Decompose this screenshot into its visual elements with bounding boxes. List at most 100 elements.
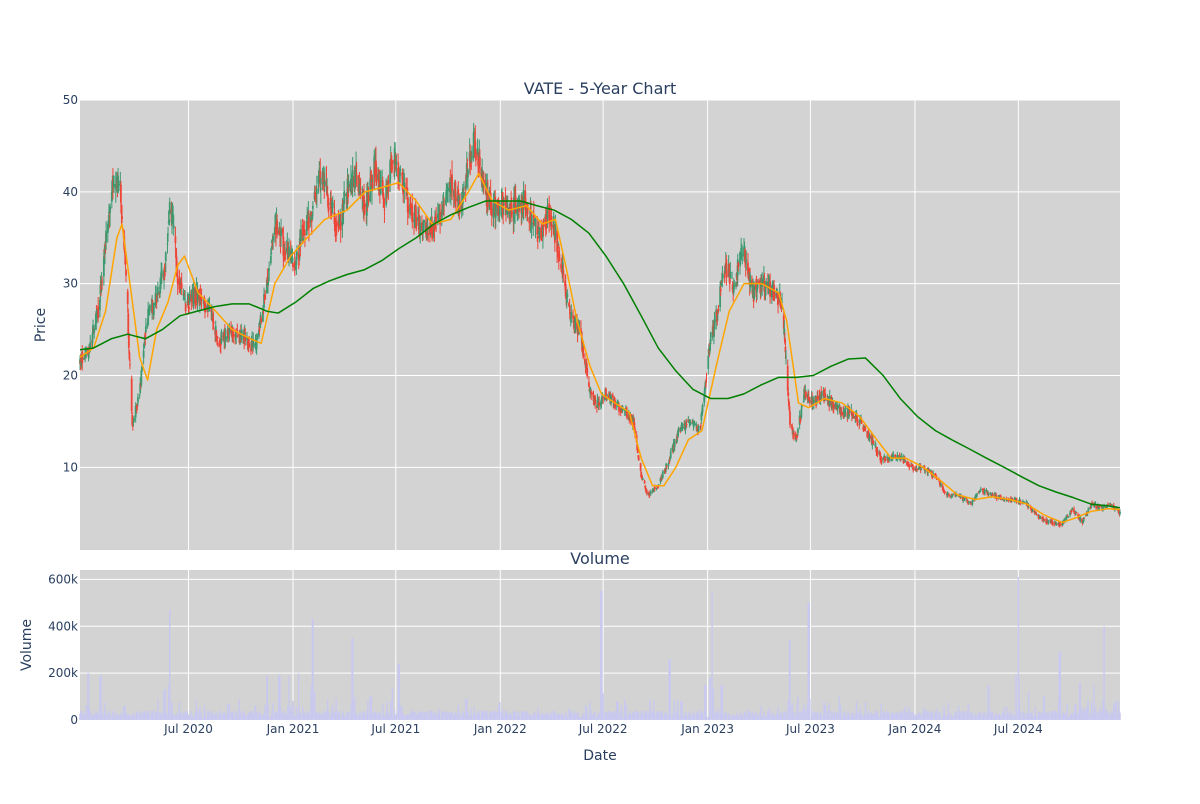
candle-body-up bbox=[740, 251, 743, 254]
candle-body-up bbox=[309, 213, 312, 223]
volume-bar bbox=[780, 712, 783, 720]
candle-body-down bbox=[319, 170, 322, 188]
volume-bar bbox=[705, 684, 707, 720]
candle-body-up bbox=[903, 458, 906, 461]
candle-body-up bbox=[307, 210, 310, 221]
candle-body-up bbox=[569, 318, 572, 322]
volume-bar bbox=[395, 714, 398, 720]
candle-body-down bbox=[284, 250, 286, 260]
candle-body-down bbox=[605, 388, 607, 399]
volume-bar bbox=[105, 715, 107, 720]
volume-bar bbox=[336, 711, 338, 720]
volume-bar bbox=[1081, 712, 1084, 720]
candle-body-up bbox=[270, 253, 273, 254]
candle-body-down bbox=[908, 464, 911, 468]
candle-body-up bbox=[296, 251, 298, 256]
candle-body-down bbox=[645, 489, 648, 492]
candle-body-down bbox=[715, 311, 718, 317]
volume-bar bbox=[773, 714, 775, 720]
candle-body-down bbox=[163, 266, 166, 273]
volume-bar bbox=[1079, 682, 1081, 720]
candle-body-down bbox=[805, 391, 807, 397]
volume-bar bbox=[1093, 684, 1095, 720]
candle-body-up bbox=[680, 428, 682, 431]
candle-body-up bbox=[707, 355, 710, 369]
candle-body-up bbox=[518, 201, 521, 207]
volume-bar bbox=[180, 716, 183, 720]
volume-bar bbox=[313, 691, 316, 720]
candle-body-up bbox=[148, 304, 151, 312]
candle-body-down bbox=[131, 422, 134, 427]
volume-bar bbox=[459, 716, 461, 720]
volume-bar bbox=[642, 713, 644, 720]
volume-bar bbox=[781, 717, 783, 720]
volume-bar bbox=[429, 710, 432, 720]
candlestick-series bbox=[79, 122, 1121, 528]
candle-body-up bbox=[112, 181, 115, 186]
candle-body-down bbox=[418, 214, 420, 235]
candle-body-down bbox=[431, 222, 434, 239]
candle-body-up bbox=[745, 259, 748, 262]
candle-body-down bbox=[687, 419, 690, 421]
candle-body-up bbox=[311, 214, 314, 220]
candle-body-up bbox=[554, 224, 557, 239]
candle-body-up bbox=[450, 183, 452, 194]
candle-body-down bbox=[390, 166, 393, 173]
volume-bar bbox=[296, 714, 298, 720]
volume-bar bbox=[829, 715, 831, 720]
volume-bar bbox=[236, 714, 239, 720]
volume-bar bbox=[1119, 712, 1121, 720]
candle-body-down bbox=[474, 149, 477, 161]
volume-bar bbox=[497, 705, 500, 720]
candle-body-up bbox=[283, 244, 286, 249]
candle-body-up bbox=[689, 421, 691, 423]
candle-body-down bbox=[482, 179, 485, 184]
volume-bar bbox=[322, 713, 324, 720]
volume-bar bbox=[154, 711, 157, 720]
volume-bar bbox=[260, 713, 262, 720]
candle-body-down bbox=[248, 343, 251, 348]
candle-body-up bbox=[920, 468, 923, 470]
candle-body-up bbox=[398, 172, 401, 183]
candle-body-up bbox=[210, 312, 213, 314]
candle-body-up bbox=[802, 400, 805, 403]
candle-body-down bbox=[948, 494, 950, 497]
candle-body-up bbox=[732, 286, 735, 293]
volume-bar bbox=[840, 717, 843, 720]
candle-body-down bbox=[227, 335, 230, 338]
volume-bar bbox=[375, 714, 378, 720]
candle-body-up bbox=[681, 425, 683, 428]
volume-bar bbox=[200, 717, 203, 720]
candle-body-up bbox=[116, 177, 118, 179]
volume-bar bbox=[125, 712, 127, 720]
volume-bar bbox=[833, 715, 835, 720]
candle-body-up bbox=[1047, 521, 1050, 523]
volume-bar bbox=[500, 711, 503, 720]
volume-bar bbox=[235, 711, 237, 720]
volume-bar bbox=[445, 712, 448, 720]
candle-body-up bbox=[521, 205, 523, 216]
volume-bar bbox=[662, 716, 664, 720]
volume-bar bbox=[697, 710, 700, 720]
candle-body-down bbox=[155, 299, 158, 302]
volume-bar bbox=[763, 711, 765, 720]
candle-body-down bbox=[907, 463, 910, 466]
candle-body-down bbox=[588, 382, 590, 387]
candle-body-up bbox=[699, 426, 702, 428]
candle-body-down bbox=[179, 283, 181, 292]
candle-body-down bbox=[121, 216, 123, 219]
candle-body-down bbox=[1099, 505, 1102, 507]
volume-bar bbox=[565, 712, 567, 720]
volume-bar bbox=[741, 715, 743, 720]
volume-bar bbox=[475, 715, 477, 720]
volume-bar bbox=[338, 711, 341, 720]
candle-body-down bbox=[236, 330, 239, 331]
candle-body-down bbox=[506, 203, 509, 210]
candle-body-down bbox=[325, 179, 328, 187]
volume-bar bbox=[827, 710, 829, 720]
volume-bar bbox=[650, 709, 652, 720]
volume-bar bbox=[681, 714, 684, 720]
candle-body-down bbox=[484, 179, 487, 185]
candle-body-up bbox=[311, 205, 314, 209]
